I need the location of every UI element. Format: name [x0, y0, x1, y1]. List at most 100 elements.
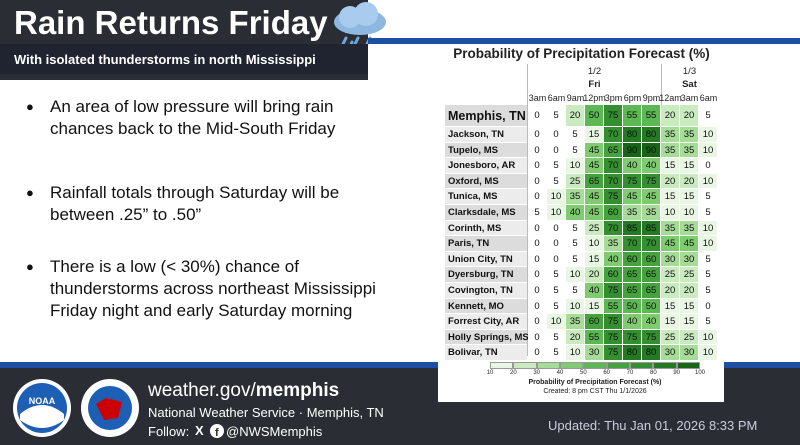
pop-cell: 0 — [547, 127, 566, 143]
pop-cell: 70 — [604, 220, 623, 237]
pop-cell: 15 — [585, 298, 604, 315]
pop-cell: 40 — [623, 314, 642, 330]
legend-swatch — [536, 362, 560, 369]
pop-cell: 0 — [528, 158, 547, 174]
pop-cell: 20 — [680, 283, 699, 299]
date-label: 1/3 — [682, 66, 697, 77]
pop-cell: 35 — [680, 127, 699, 143]
pop-cell: 45 — [623, 189, 642, 205]
pop-cell: 35 — [604, 236, 623, 252]
time-label: 6am — [547, 93, 566, 103]
pop-cell: 5 — [566, 220, 585, 237]
legend-swatch — [653, 362, 677, 369]
city-label: Corinth, MS — [445, 220, 527, 237]
bullet: An area of low pressure will bring rain … — [26, 96, 380, 140]
time-label: 6pm — [623, 93, 642, 103]
pop-cell: 0 — [528, 105, 547, 127]
pop-cell: 10 — [566, 267, 585, 283]
city-label: Jackson, TN — [445, 127, 527, 143]
pop-cell: 0 — [547, 142, 566, 159]
pop-cell: 25 — [661, 267, 680, 283]
legend-swatch — [583, 362, 607, 369]
city-label: Holly Springs, MS — [445, 329, 529, 346]
time-label: 12am — [659, 93, 682, 103]
pop-cell: 5 — [699, 283, 718, 299]
pop-cell: 5 — [566, 127, 585, 143]
pop-cell: 0 — [528, 142, 547, 159]
pop-cell: 15 — [585, 251, 604, 268]
city-label: Covington, TN — [445, 283, 527, 299]
pop-cell: 25 — [585, 220, 604, 237]
pop-cell: 5 — [547, 283, 566, 299]
pop-cell: 20 — [680, 105, 699, 127]
pop-cell: 30 — [661, 345, 680, 361]
pop-cell: 5 — [547, 345, 566, 361]
pop-cell: 10 — [661, 205, 680, 221]
pop-cell: 0 — [528, 298, 547, 315]
pop-cell: 0 — [528, 127, 547, 143]
legend-tick: 60 — [603, 370, 610, 376]
legend-tick: 100 — [694, 370, 705, 376]
pop-cell: 35 — [661, 220, 680, 237]
pop-cell: 40 — [642, 158, 661, 174]
legend-tick: 20 — [509, 370, 517, 376]
pop-cell: 60 — [604, 267, 623, 283]
pop-cell: 90 — [623, 142, 642, 159]
pop-cell: 15 — [680, 298, 699, 315]
pop-cell: 45 — [585, 189, 604, 205]
pop-cell: 35 — [661, 142, 680, 159]
time-label: 3pm — [604, 93, 623, 103]
legend-tick: 50 — [579, 370, 587, 376]
day-label: Sat — [682, 79, 697, 90]
pop-cell: 0 — [699, 158, 718, 174]
pop-cell: 0 — [699, 298, 718, 315]
pop-cell: 5 — [566, 142, 585, 159]
city-label: Paris, TN — [445, 236, 527, 252]
pop-cell: 45 — [642, 189, 661, 205]
legend-swatch — [560, 362, 584, 369]
date-label: 1/2 — [587, 66, 602, 77]
pop-cell: 15 — [680, 314, 699, 330]
pop-cell: 5 — [547, 267, 566, 283]
pop-cell: 5 — [547, 173, 566, 190]
pop-cell: 60 — [604, 205, 623, 221]
pop-cell: 40 — [604, 251, 623, 268]
logos: NOAA — [13, 379, 139, 437]
city-label: Jonesboro, AR — [445, 158, 527, 174]
pop-cell: 80 — [642, 345, 661, 361]
pop-cell: 0 — [547, 251, 566, 268]
pop-cell: 75 — [623, 173, 642, 190]
pop-cell: 0 — [547, 236, 566, 252]
city-label: Tupelo, MS — [445, 142, 527, 159]
pop-cell: 0 — [528, 283, 547, 299]
accent-line — [368, 38, 800, 44]
pop-cell: 60 — [642, 251, 661, 268]
legend-tick: 90 — [673, 370, 680, 376]
column-divider — [527, 64, 528, 356]
pop-cell: 30 — [661, 251, 680, 268]
legend-created: Created: 8 pm CST Thu 1/1/2026 — [543, 388, 647, 395]
city-label: Bolivar, TN — [445, 345, 527, 361]
pop-cell: 10 — [566, 158, 585, 174]
pop-cell: 65 — [623, 283, 642, 299]
pop-cell: 15 — [661, 314, 680, 330]
bullet: There is a low (< 30%) chance of thunder… — [26, 256, 380, 322]
pop-cell: 5 — [699, 105, 718, 127]
pop-cell: 75 — [604, 314, 623, 330]
accent-line — [0, 362, 800, 368]
follow-label: Follow: — [148, 424, 190, 439]
pop-cell: 25 — [661, 329, 680, 346]
pop-cell: 70 — [604, 173, 623, 190]
legend-swatch — [513, 362, 537, 369]
svg-text:f: f — [215, 427, 219, 439]
pop-cell: 15 — [680, 158, 699, 174]
legend-tick: 10 — [486, 370, 494, 376]
pop-cell: 20 — [566, 329, 585, 346]
handle[interactable]: @NWSMemphis — [226, 424, 323, 439]
pop-cell: 80 — [642, 127, 661, 143]
pop-cell: 75 — [604, 345, 623, 361]
pop-cell: 10 — [699, 173, 718, 190]
pop-cell: 55 — [585, 329, 604, 346]
pop-cell: 35 — [680, 142, 699, 159]
